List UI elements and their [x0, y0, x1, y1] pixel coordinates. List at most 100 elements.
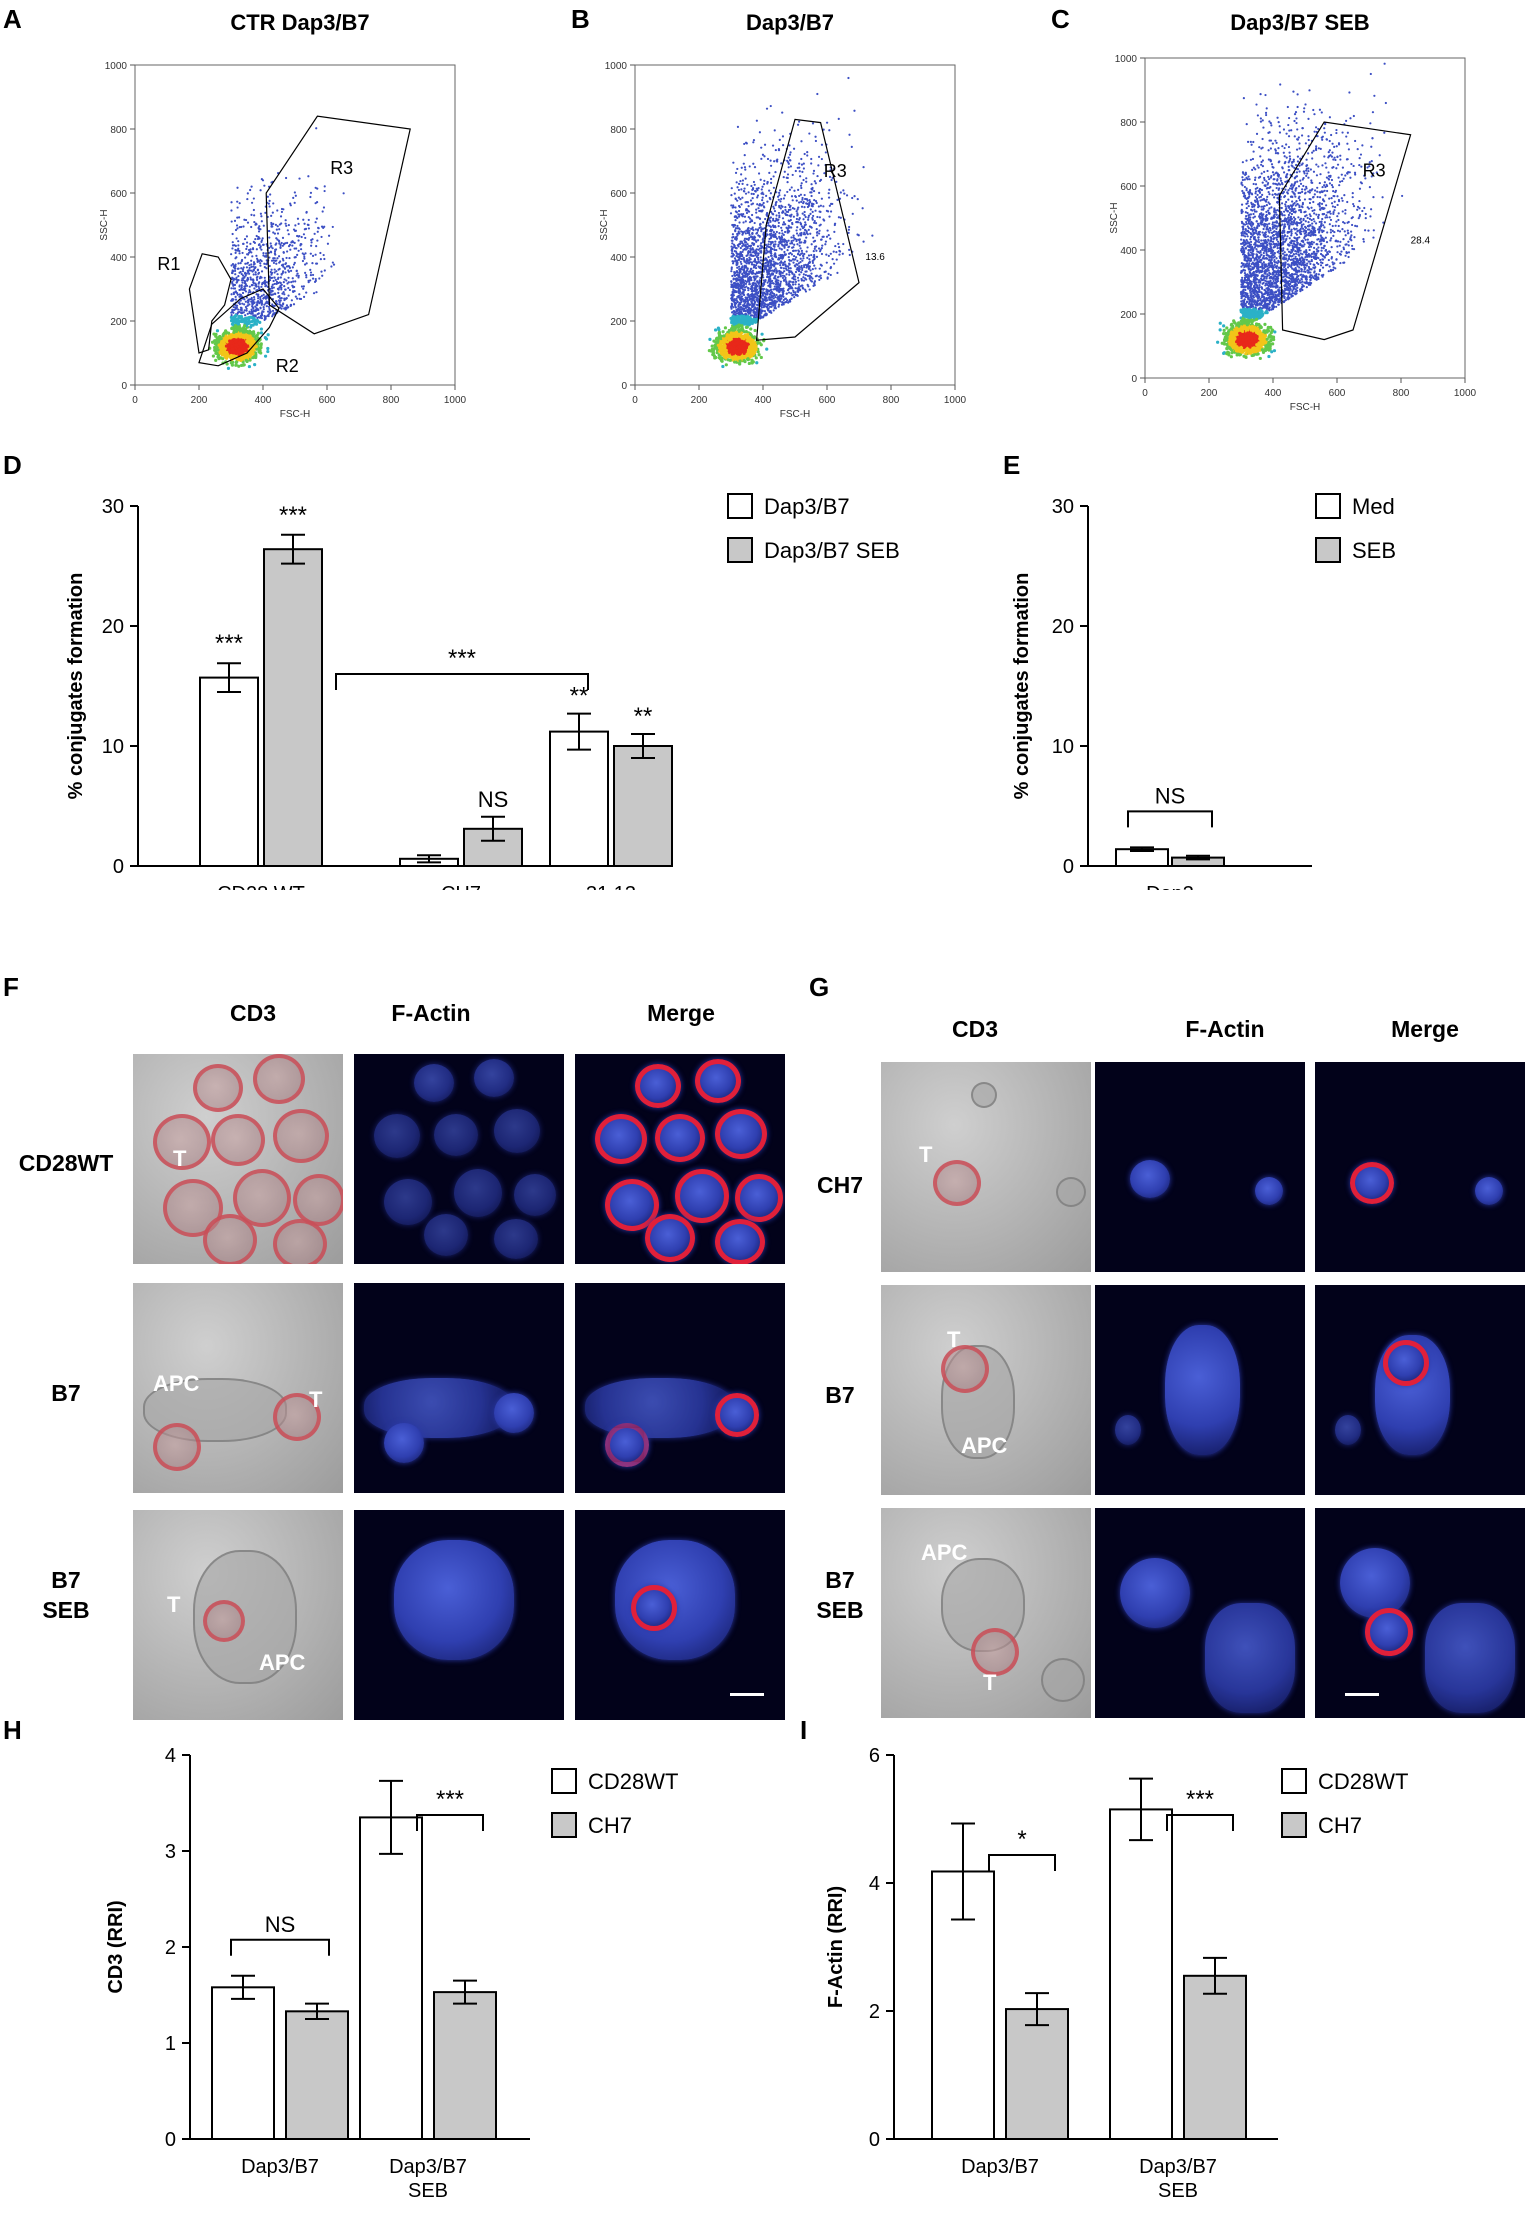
legend-label: Med	[1352, 494, 1395, 519]
x-tick-label: 1000	[1454, 388, 1477, 399]
y-tick-label: 200	[610, 317, 627, 328]
gate-label: R3	[1363, 160, 1386, 180]
x-tick-label: 1000	[944, 395, 967, 406]
y-tick-label: 2	[165, 1937, 176, 1959]
f-b7seb-merge-image	[575, 1510, 785, 1720]
y-tick-label: 0	[621, 381, 627, 392]
y-tick-label: 0	[165, 2129, 176, 2151]
f-b7-cd3-image: APC T	[133, 1283, 343, 1493]
x-category-label: Dap3/B7	[389, 2156, 467, 2178]
g-b7-merge-image	[1315, 1285, 1525, 1495]
legend-swatch	[551, 1812, 577, 1838]
chart-d: 0 10 20 30 % conjugates formation CD28 WT CH7 3…	[65, 493, 900, 890]
x-tick-label: 400	[255, 395, 272, 406]
g-b7-t-label: T	[947, 1327, 961, 1352]
legend-swatch	[1281, 1768, 1307, 1794]
f-row-label-b7seb: B7 SEB	[42, 1567, 90, 1623]
y-tick-label: 600	[610, 189, 627, 200]
x-category-label: Dap3/B7	[961, 2156, 1039, 2178]
legend-label: SEB	[1352, 538, 1396, 563]
legend-swatch	[1315, 537, 1341, 563]
bar-cd28wt	[211, 1986, 275, 2140]
gate-outline	[755, 118, 860, 341]
x-category-label: SEB	[1158, 2180, 1198, 2202]
legend-swatch	[1315, 493, 1341, 519]
bar-ch7	[1005, 2008, 1069, 2140]
f-b7seb-factin-image	[354, 1510, 564, 1720]
g-row-label-b7seb: B7 SEB	[816, 1567, 864, 1623]
f-b7seb-t-label: T	[167, 1592, 181, 1617]
y-tick-label: 400	[610, 253, 627, 264]
y-tick-label: 800	[110, 125, 127, 136]
y-tick-label: 0	[869, 2129, 880, 2151]
x-tick-label: 600	[1329, 388, 1346, 399]
flow-plot-b: 00 200 200 400 400 600 600 800 800 1000 1000 FSC-H S…	[599, 61, 967, 420]
flow-events	[208, 127, 345, 370]
panel-label-h: H	[3, 1715, 22, 1745]
significance-bracket	[230, 1938, 330, 1956]
legend-label: CH7	[1318, 1813, 1362, 1838]
y-axis-label: % conjugates formation	[1011, 573, 1033, 800]
bar-dap3-b7-seb	[263, 548, 323, 867]
f-cd28wt-cd3-image: T	[133, 1054, 343, 1264]
f-b7-factin-image	[354, 1283, 564, 1493]
x-category-label: Dap3/B7	[241, 2156, 319, 2178]
x-tick-label: 0	[132, 395, 138, 406]
significance-label: NS	[265, 1912, 296, 1937]
gate-label: 28.4	[1411, 236, 1431, 247]
y-tick-label: 3	[165, 1841, 176, 1863]
x-tick-label: 200	[691, 395, 708, 406]
y-axis-label: % conjugates formation	[65, 573, 87, 800]
legend-swatch	[1281, 1812, 1307, 1838]
x-tick-label: 600	[819, 395, 836, 406]
g-ch7-factin-image	[1095, 1062, 1305, 1272]
x-tick-label: 600	[319, 395, 336, 406]
bar-dap3-b7	[199, 676, 259, 867]
significance-label: NS	[478, 787, 509, 812]
gate-label: 13.6	[865, 252, 885, 263]
g-ch7-t-label: T	[919, 1142, 933, 1167]
y-tick-label: 6	[869, 1745, 880, 1767]
significance-label: ***	[436, 1786, 464, 1813]
x-category-label: Dap3	[1146, 883, 1194, 890]
significance-bracket	[1166, 1814, 1234, 1831]
f-b7seb-apc-label: APC	[259, 1650, 306, 1675]
f-row-label-b7: B7	[51, 1380, 81, 1406]
g-b7seb-cd3-image: APC T	[881, 1508, 1091, 1718]
g-b7seb-factin-image	[1095, 1508, 1305, 1718]
significance-label: **	[634, 703, 653, 730]
x-tick-label: 0	[1142, 388, 1148, 399]
flow-plot-c: 00 200 200 400 400 600 600 800 800 1000 1000 FSC-H S…	[1109, 54, 1477, 413]
bar-cd28wt	[359, 1816, 423, 2141]
g-row-label-b7: B7	[825, 1382, 855, 1408]
y-tick-label: 1000	[1115, 54, 1138, 65]
y-tick-label: 0	[113, 856, 124, 878]
x-tick-label: 800	[1393, 388, 1410, 399]
significance-label: NS	[1155, 783, 1186, 808]
flow-title-a: CTR Dap3/B7	[230, 10, 370, 35]
x-axis-label: FSC-H	[280, 409, 311, 420]
panel-label-c: C	[1051, 4, 1070, 34]
g-b7seb-apc-label: APC	[921, 1540, 968, 1565]
flow-title-c: Dap3/B7 SEB	[1230, 10, 1370, 35]
y-tick-label: 4	[869, 1873, 880, 1895]
f-b7-t-label: T	[309, 1387, 323, 1412]
f-b7-apc-label: APC	[153, 1371, 200, 1396]
panel-label-f: F	[3, 972, 19, 1002]
x-tick-label: 800	[383, 395, 400, 406]
g-b7-cd3-image: T APC	[881, 1285, 1091, 1495]
x-tick-label: 400	[1265, 388, 1282, 399]
flow-title-b: Dap3/B7	[745, 10, 835, 35]
significance-label: **	[570, 683, 589, 710]
f-cd28wt-t-label: T	[173, 1146, 187, 1171]
g-scale-bar	[1345, 1693, 1379, 1696]
f-scale-bar	[730, 1693, 764, 1696]
significance-bracket	[416, 1814, 484, 1831]
f-cd28wt-factin-image	[354, 1054, 564, 1264]
panel-label-b: B	[571, 4, 590, 34]
f-cd28wt-merge-image	[575, 1054, 785, 1264]
bar-dap3-b7	[549, 730, 609, 867]
legend-label: CH7	[588, 1813, 632, 1838]
significance-bracket	[335, 673, 589, 690]
